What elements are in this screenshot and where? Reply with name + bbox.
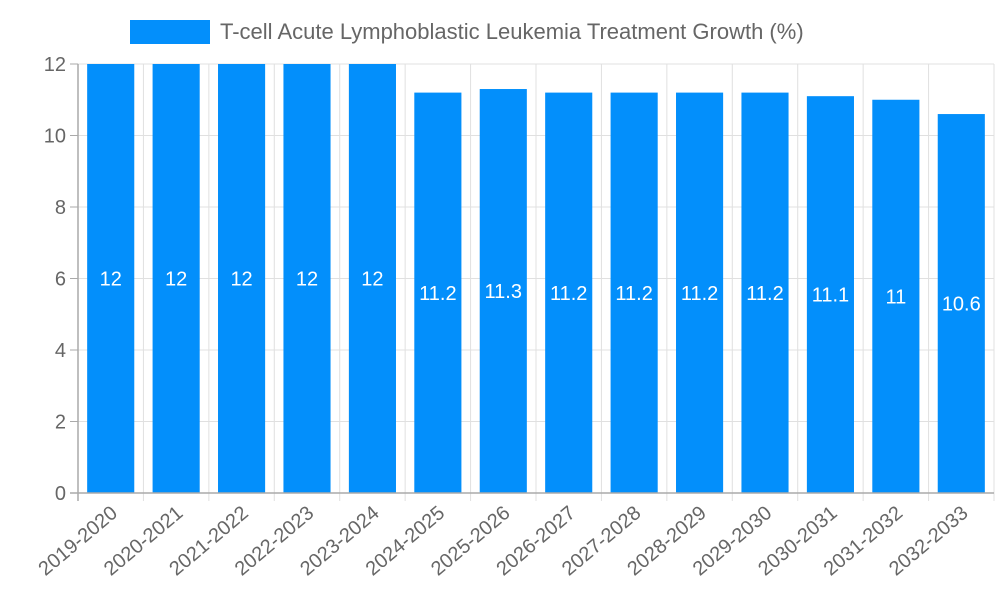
bar[interactable]	[479, 89, 527, 494]
bar-data-label: 11.3	[485, 281, 522, 303]
bar[interactable]	[283, 64, 331, 493]
bar-data-label: 11.2	[419, 283, 456, 305]
bar-data-label: 12	[296, 269, 318, 291]
bar-data-label: 10.6	[942, 294, 981, 316]
bar-data-label: 11.1	[812, 285, 849, 307]
chart-legend[interactable]: T-cell Acute Lymphoblastic Leukemia Trea…	[130, 19, 804, 45]
legend-swatch	[130, 20, 210, 44]
bar-data-label: 12	[100, 269, 122, 291]
bar[interactable]	[87, 64, 135, 493]
bar-data-label: 12	[230, 269, 252, 291]
bar[interactable]	[218, 64, 266, 493]
y-tick-label: 8	[55, 197, 66, 219]
y-tick-label: 2	[55, 412, 66, 434]
bar-data-label: 12	[361, 269, 383, 291]
bar-data-label: 11.2	[615, 283, 652, 305]
y-tick-label: 4	[55, 340, 66, 362]
bar[interactable]	[545, 92, 593, 493]
bar[interactable]	[610, 92, 658, 493]
bar-data-label: 11.2	[681, 283, 718, 305]
bar-data-label: 11.2	[550, 283, 587, 305]
bar-data-label: 12	[165, 269, 187, 291]
y-tick-label: 0	[55, 483, 66, 505]
y-tick-label: 12	[44, 54, 66, 76]
bar[interactable]	[806, 96, 854, 494]
bar[interactable]	[937, 114, 985, 494]
y-tick-label: 10	[44, 126, 66, 148]
legend-label: T-cell Acute Lymphoblastic Leukemia Trea…	[220, 19, 804, 44]
bar[interactable]	[872, 99, 920, 493]
bar-data-label: 11	[885, 286, 906, 308]
bar[interactable]	[741, 92, 789, 493]
y-tick-label: 6	[55, 269, 66, 291]
bar[interactable]	[676, 92, 724, 493]
bar[interactable]	[414, 92, 462, 493]
bar[interactable]	[152, 64, 200, 493]
bar-data-label: 11.2	[746, 283, 783, 305]
bar[interactable]	[348, 64, 396, 493]
